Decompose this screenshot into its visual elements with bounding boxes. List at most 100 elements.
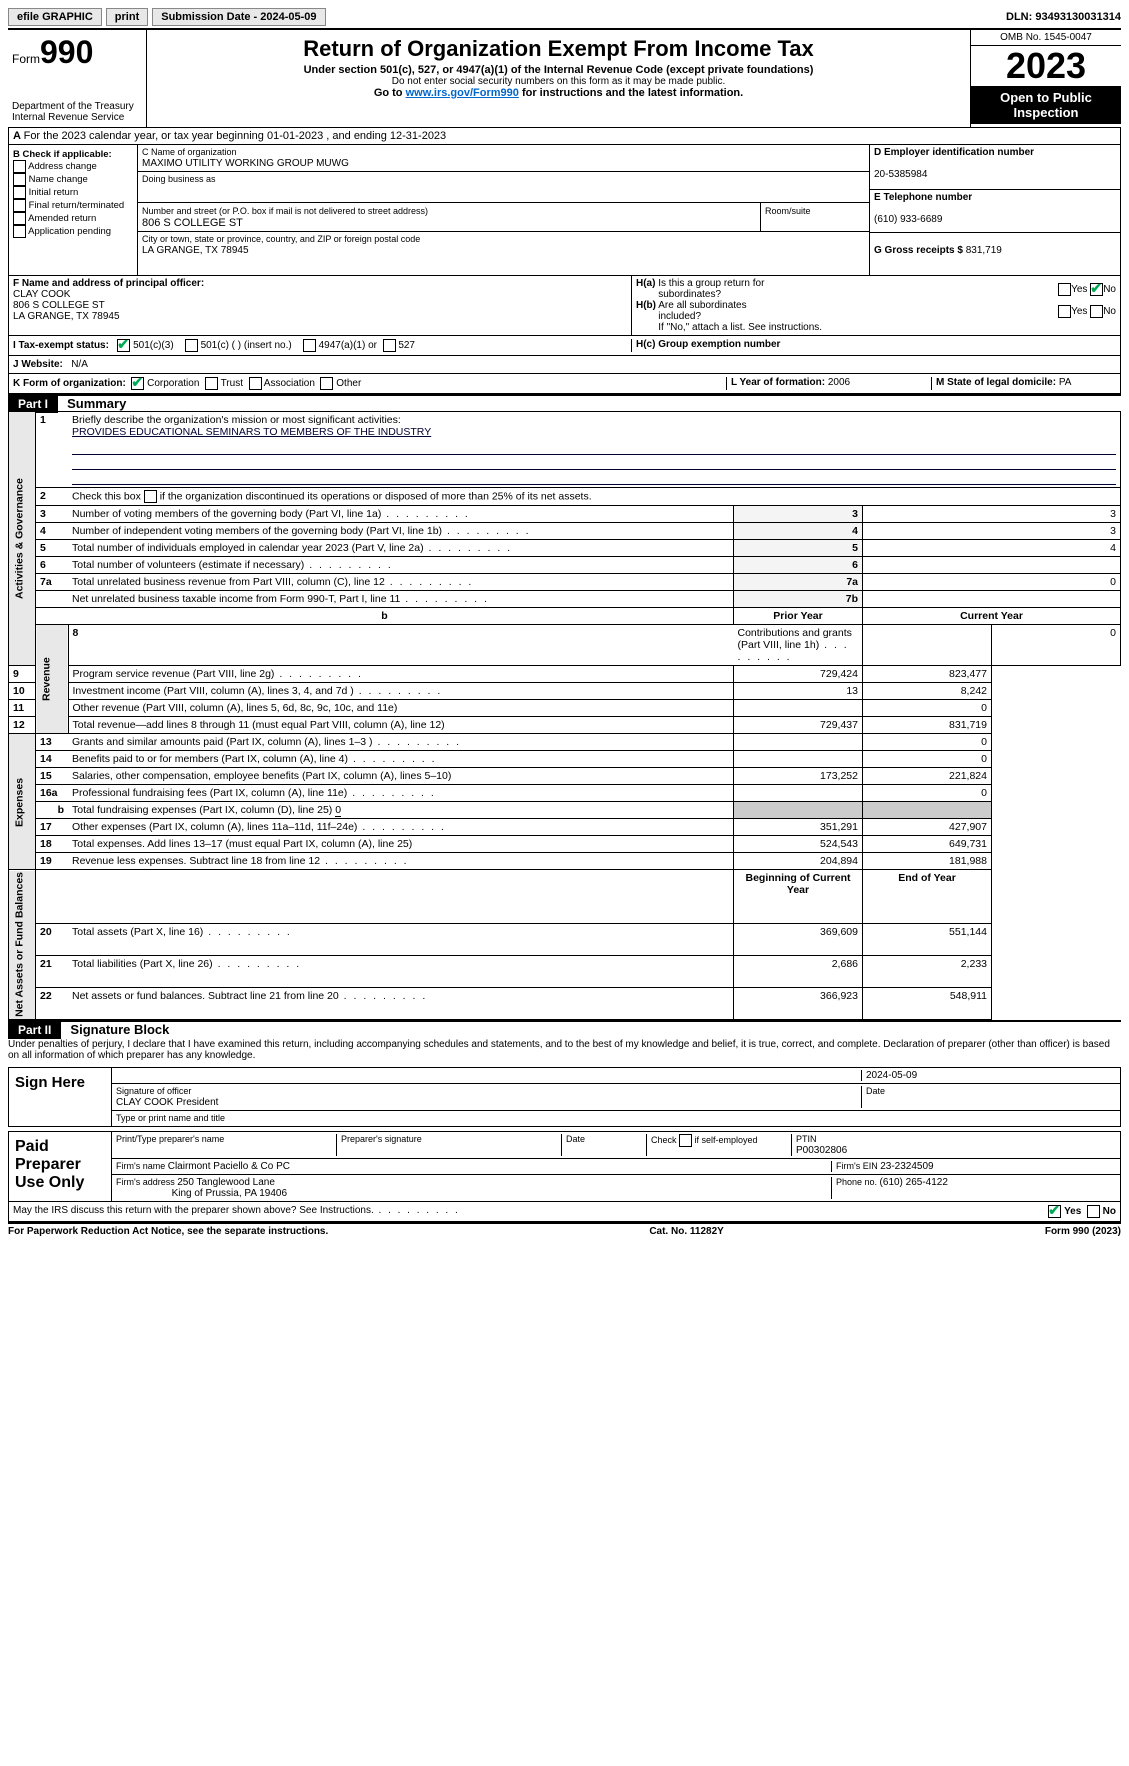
goto-pre: Go to xyxy=(374,87,406,99)
sig-officer-label: Signature of officer xyxy=(116,1086,191,1096)
firm-addr1: 250 Tanglewood Lane xyxy=(177,1177,275,1188)
ha-yes[interactable] xyxy=(1058,283,1071,296)
opt-trust: Trust xyxy=(221,378,243,389)
cb-assoc[interactable] xyxy=(249,377,262,390)
part1-header: Part I Summary xyxy=(8,394,1121,411)
cb-line2[interactable] xyxy=(144,490,157,503)
cb-527[interactable] xyxy=(383,339,396,352)
l20b: 369,609 xyxy=(734,924,863,956)
hb-yes[interactable] xyxy=(1058,305,1071,318)
m-label: M State of legal domicile: xyxy=(936,377,1059,388)
hb-no[interactable] xyxy=(1090,305,1103,318)
firm-name-label: Firm's name xyxy=(116,1161,168,1171)
checkbox-name-change[interactable] xyxy=(13,173,26,186)
l12c: 831,719 xyxy=(863,717,992,734)
part2-label: Part II xyxy=(8,1021,61,1039)
efile-button[interactable]: efile GRAPHIC xyxy=(8,8,102,26)
l11-label: Other revenue (Part VIII, column (A), li… xyxy=(73,702,398,714)
l16b-val: 0 xyxy=(335,804,341,817)
b-opt-4: Amended return xyxy=(28,213,96,224)
org-name: MAXIMO UTILITY WORKING GROUP MUWG xyxy=(142,158,349,169)
dln-label: DLN: 93493130031314 xyxy=(1006,11,1121,23)
print-button[interactable]: print xyxy=(106,8,148,26)
l20e: 551,144 xyxy=(863,924,992,956)
irs-link[interactable]: www.irs.gov/Form990 xyxy=(406,87,519,99)
opt-corp: Corporation xyxy=(147,378,199,389)
l18p: 524,543 xyxy=(734,836,863,853)
l14p xyxy=(734,751,863,768)
checkbox-address-change[interactable] xyxy=(13,160,26,173)
l7a-val: 0 xyxy=(863,574,1121,591)
cb-trust[interactable] xyxy=(205,377,218,390)
row-fh: F Name and address of principal officer:… xyxy=(9,275,1120,335)
cb-self-employed[interactable] xyxy=(679,1134,692,1147)
ha-no[interactable] xyxy=(1090,283,1103,296)
tax-year: 2023 xyxy=(971,46,1121,86)
l21b: 2,686 xyxy=(734,956,863,988)
l7a-label: Total unrelated business revenue from Pa… xyxy=(72,576,473,588)
part1-title: Summary xyxy=(61,396,126,411)
firm-phone-label: Phone no. xyxy=(836,1177,880,1187)
top-bar: efile GRAPHIC print Submission Date - 20… xyxy=(8,8,1121,30)
l16b-label: Total fundraising expenses (Part IX, col… xyxy=(72,804,335,816)
discuss-yes[interactable] xyxy=(1048,1205,1061,1218)
col-c: C Name of organization MAXIMO UTILITY WO… xyxy=(138,145,870,275)
l14-label: Benefits paid to or for members (Part IX… xyxy=(72,753,437,765)
l22b: 366,923 xyxy=(734,988,863,1020)
street-value: 806 S COLLEGE ST xyxy=(142,217,243,229)
checkbox-initial-return[interactable] xyxy=(13,186,26,199)
b-opt-1: Name change xyxy=(29,174,88,185)
discuss-no-label: No xyxy=(1103,1206,1116,1217)
prep-name-label: Print/Type preparer's name xyxy=(116,1134,224,1144)
side-net: Net Assets or Fund Balances xyxy=(9,870,36,1020)
cb-501c[interactable] xyxy=(185,339,198,352)
dept-treasury: Department of the Treasury xyxy=(12,101,142,112)
l10c: 8,242 xyxy=(863,683,992,700)
footer: For Paperwork Reduction Act Notice, see … xyxy=(8,1222,1121,1237)
irs-label: Internal Revenue Service xyxy=(12,112,142,123)
discuss-row: May the IRS discuss this return with the… xyxy=(8,1202,1121,1222)
hb-note: If "No," attach a list. See instructions… xyxy=(658,322,822,333)
l18-label: Total expenses. Add lines 13–17 (must eq… xyxy=(72,838,412,850)
l12-label: Total revenue—add lines 8 through 11 (mu… xyxy=(73,719,445,731)
side-exp: Expenses xyxy=(9,734,36,870)
l16ap xyxy=(734,785,863,802)
cb-501c3[interactable] xyxy=(117,339,130,352)
perjury-text: Under penalties of perjury, I declare th… xyxy=(8,1037,1121,1063)
grid-top: B Check if applicable: Address change Na… xyxy=(9,145,1120,275)
l15-label: Salaries, other compensation, employee b… xyxy=(72,770,451,782)
city-label: City or town, state or province, country… xyxy=(142,234,420,244)
ha-yes-label: Yes xyxy=(1071,284,1087,295)
l10-label: Investment income (Part VIII, column (A)… xyxy=(73,685,443,697)
f-label: F Name and address of principal officer: xyxy=(13,278,204,289)
l11c: 0 xyxy=(863,700,992,717)
checkbox-app-pending[interactable] xyxy=(13,225,26,238)
l9p: 729,424 xyxy=(734,666,863,683)
l3-label: Number of voting members of the governin… xyxy=(72,508,470,520)
l7b-label: Net unrelated business taxable income fr… xyxy=(72,593,489,605)
phone-label: E Telephone number xyxy=(874,192,972,203)
cat-no: Cat. No. 11282Y xyxy=(649,1226,723,1237)
sig-date-label: Date xyxy=(866,1086,885,1096)
col-b: B Check if applicable: Address change Na… xyxy=(9,145,138,275)
officer-sig-name: CLAY COOK President xyxy=(116,1097,218,1108)
checkbox-amended[interactable] xyxy=(13,212,26,225)
l1-value: PROVIDES EDUCATIONAL SEMINARS TO MEMBERS… xyxy=(72,426,431,438)
checkbox-final-return[interactable] xyxy=(13,199,26,212)
l14c: 0 xyxy=(863,751,992,768)
i-label: I Tax-exempt status: xyxy=(13,340,109,351)
prep-sig-label: Preparer's signature xyxy=(341,1134,422,1144)
cb-corp[interactable] xyxy=(131,377,144,390)
l9c: 823,477 xyxy=(863,666,992,683)
officer-street: 806 S COLLEGE ST xyxy=(13,300,105,311)
street-label: Number and street (or P.O. box if mail i… xyxy=(142,206,428,216)
cb-other[interactable] xyxy=(320,377,333,390)
l17c: 427,907 xyxy=(863,819,992,836)
l13p xyxy=(734,734,863,751)
website-value: N/A xyxy=(71,359,88,370)
cb-4947[interactable] xyxy=(303,339,316,352)
discuss-no[interactable] xyxy=(1087,1205,1100,1218)
l-label: L Year of formation: xyxy=(731,377,828,388)
col-d: D Employer identification number 20-5385… xyxy=(870,145,1120,275)
l8-label: Contributions and grants (Part VIII, lin… xyxy=(738,627,852,663)
